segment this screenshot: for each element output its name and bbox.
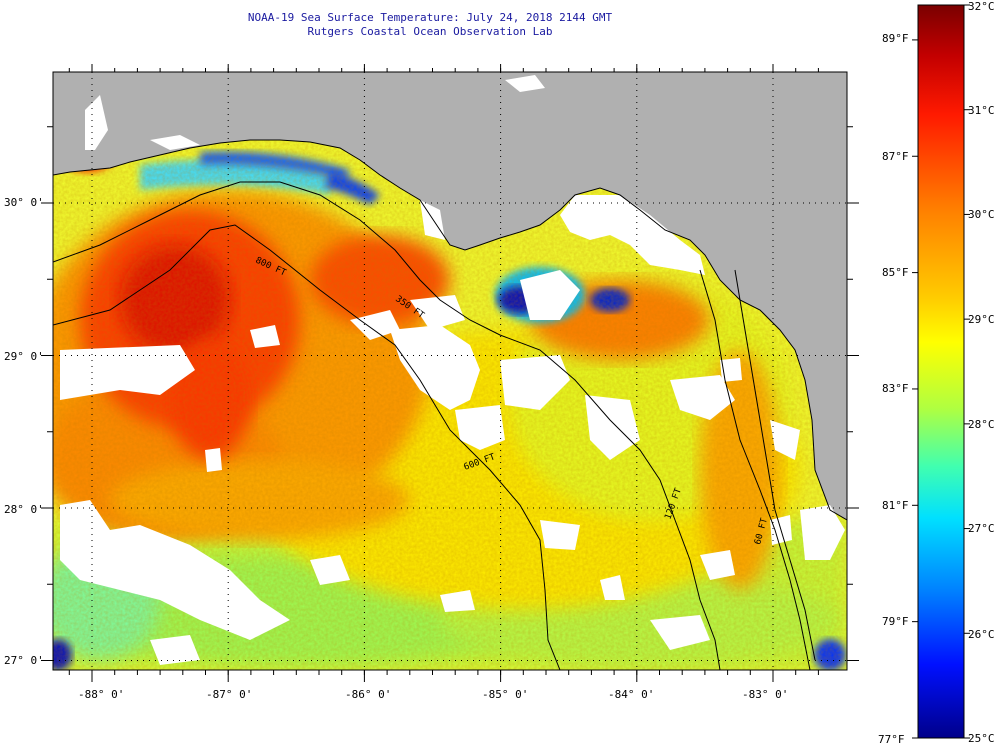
lon-label-84: -84° 0' [608, 688, 655, 701]
graticule [53, 72, 847, 670]
cloud-mask [60, 270, 800, 665]
colorbar-c-26: 26°C [968, 628, 995, 641]
lat-label-29: 29° 0' [4, 350, 44, 363]
colorbar-f-87: 87°F [882, 150, 909, 163]
colorbar-c-31: 31°C [968, 104, 995, 117]
lon-label-85: -85° 0' [482, 688, 529, 701]
lon-label-83: -83° 0' [742, 688, 789, 701]
colorbar-c-25: 25°C [968, 732, 995, 745]
colorbar-c-27: 27°C [968, 522, 995, 535]
lon-label-86: -86° 0' [345, 688, 392, 701]
colorbar-c-28: 28°C [968, 418, 995, 431]
map-border [52, 71, 848, 671]
coastline [53, 139, 847, 521]
colorbar-c-29: 29°C [968, 313, 995, 326]
colorbar-ticks [912, 4, 970, 739]
colorbar-f-83: 83°F [882, 382, 909, 395]
colorbar [917, 4, 965, 739]
colorbar-f-85: 85°F [882, 266, 909, 279]
colorbar-c-32: 32°C [968, 0, 995, 13]
colorbar-f-81: 81°F [882, 499, 909, 512]
lat-label-28: 28° 0' [4, 503, 44, 516]
colorbar-c-30: 30°C [968, 208, 995, 221]
colorbar-f-79: 79°F [882, 615, 909, 628]
colorbar-f-77: 77°F [878, 733, 905, 746]
sst-field: 800 FT 600 FT 120 FT 350 FT 60 FT [53, 72, 847, 670]
map-title: NOAA-19 Sea Surface Temperature: July 24… [247, 11, 613, 24]
lat-label-27: 27° 0' [4, 654, 44, 667]
lat-label-30: 30° 0' [4, 196, 44, 209]
land-mass [53, 72, 847, 520]
lon-label-87: -87° 0' [206, 688, 253, 701]
lon-label-88: -88° 0' [78, 688, 125, 701]
axis-ticks [41, 64, 859, 682]
colorbar-f-89: 89°F [882, 32, 909, 45]
isobath-lines [53, 181, 816, 670]
map-subtitle: Rutgers Coastal Ocean Observation Lab [307, 25, 553, 38]
